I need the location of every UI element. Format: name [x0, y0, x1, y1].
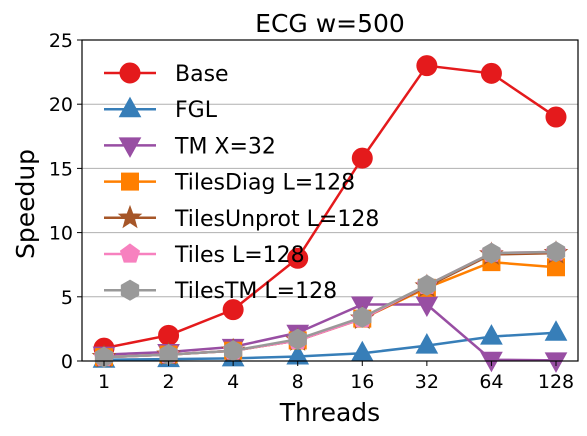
series-tilestm-l-128: [94, 241, 566, 368]
legend-marker-tilestm-l-128: [120, 279, 140, 301]
x-tick-label-2: 2: [163, 371, 175, 393]
legend-item-tilesdiag-l-128: TilesDiag L=128: [104, 171, 355, 196]
legend-label-tilestm-l-128: TilesTM L=128: [174, 279, 337, 304]
data-point-fgl-32: [415, 333, 439, 354]
data-point-tilestm-l-128-8: [288, 328, 307, 350]
legend-label-tiles-l-128: Tiles L=128: [174, 243, 305, 268]
data-point-base-128: [545, 106, 567, 128]
x-axis-label: Threads: [279, 398, 380, 427]
legend-item-fgl: FGL: [104, 96, 218, 123]
x-tick-label-8: 8: [292, 371, 304, 393]
data-point-tilestm-l-128-64: [482, 242, 501, 264]
data-point-base-64: [480, 62, 502, 84]
legend-item-tilestm-l-128: TilesTM L=128: [104, 279, 337, 304]
data-point-base-8: [287, 247, 309, 269]
data-point-tilestm-l-128-16: [353, 306, 372, 328]
legend-marker-tilesunprot-l-128: [117, 204, 143, 229]
legend-marker-tilesdiag-l-128: [121, 172, 139, 191]
y-axis-label: Speedup: [11, 149, 40, 259]
data-point-tm-x-32-32: [415, 296, 439, 318]
y-tick-label-25: 25: [49, 30, 73, 52]
data-point-base-16: [351, 147, 373, 169]
legend-label-tilesdiag-l-128: TilesDiag L=128: [174, 171, 355, 196]
data-point-tilestm-l-128-1: [94, 346, 114, 368]
x-tick-label-128: 128: [538, 371, 574, 393]
y-tick-label-20: 20: [49, 94, 73, 116]
y-tick-label-15: 15: [49, 158, 73, 180]
grid-layer: [82, 103, 578, 298]
legend-label-base: Base: [175, 62, 229, 87]
legend-item-tm-x-32: TM X=32: [104, 134, 276, 159]
x-tick-label-64: 64: [479, 371, 503, 393]
series-line-tilestm-l-128: [103, 250, 557, 359]
legend-marker-tiles-l-128: [119, 243, 141, 263]
legend: Base FGL TM X=32 TilesDiag L=128 TilesUnprot…: [104, 62, 379, 304]
data-point-tilestm-l-128-4: [223, 340, 243, 362]
x-tick-label-4: 4: [227, 371, 239, 393]
y-tick-label-10: 10: [49, 223, 73, 245]
y-tick-label-5: 5: [61, 287, 73, 309]
legend-item-tiles-l-128: Tiles L=128: [104, 243, 305, 268]
legend-item-tilesunprot-l-128: TilesUnprot L=128: [104, 204, 379, 232]
data-point-fgl-128: [544, 320, 568, 341]
data-point-fgl-64: [480, 324, 503, 345]
data-point-tilestm-l-128-128: [546, 241, 566, 263]
ticks-layer: 0 5 10 15 20 25 1 2 4 8 16 32 64 128: [49, 30, 574, 393]
series-line-fgl: [103, 331, 557, 361]
series-line-base: [103, 64, 557, 350]
legend-label-tm-x-32: TM X=32: [174, 134, 276, 159]
legend-item-base: Base: [104, 62, 229, 87]
legend-label-fgl: FGL: [175, 98, 218, 123]
x-tick-label-1: 1: [98, 371, 110, 393]
data-point-base-32: [416, 55, 438, 77]
legend-label-tilesunprot-l-128: TilesUnprot L=128: [174, 207, 379, 232]
legend-marker-tm-x-32: [118, 137, 142, 158]
y-tick-label-0: 0: [61, 351, 73, 373]
series-layer: [91, 55, 569, 373]
plot-frame: [81, 39, 579, 362]
x-tick-label-16: 16: [350, 371, 374, 393]
data-point-tilestm-l-128-32: [417, 274, 437, 296]
legend-marker-base: [119, 62, 141, 84]
chart-title: ECG w=500: [255, 9, 405, 38]
x-tick-label-32: 32: [415, 371, 439, 393]
data-point-base-4: [222, 299, 244, 321]
legend-marker-fgl: [118, 96, 142, 118]
